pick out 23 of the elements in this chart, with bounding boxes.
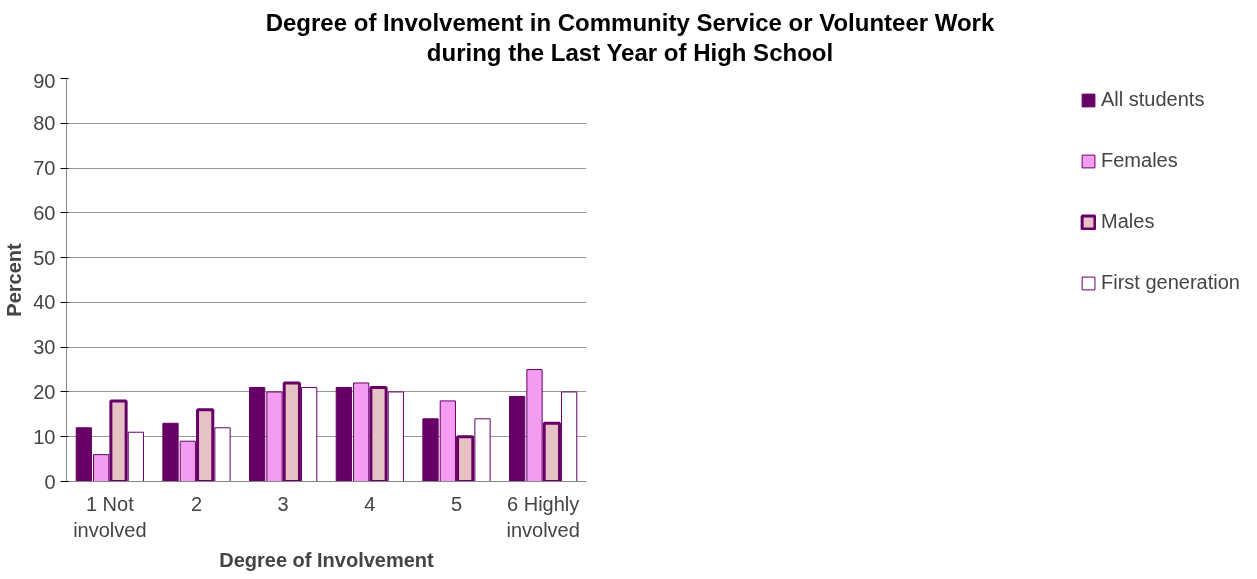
y-tick-label: 40 xyxy=(33,291,56,314)
legend-label: Females xyxy=(1101,149,1178,172)
legend-label: Males xyxy=(1101,210,1155,233)
y-tick-label: 90 xyxy=(33,69,56,92)
y-tick-label: 80 xyxy=(33,112,56,135)
y-tick-label: 30 xyxy=(33,336,56,359)
x-axis-title: Degree of Involvement xyxy=(219,548,435,571)
x-tick-label: 4 xyxy=(364,492,376,515)
y-tick-label: 70 xyxy=(33,157,56,180)
y-tick-label: 50 xyxy=(33,246,56,269)
legend-label: All students xyxy=(1101,88,1205,111)
x-tick-label: 6 Highly involved xyxy=(506,492,580,541)
x-tick-label: 3 xyxy=(277,492,289,515)
chart-title: Degree of Involvement in Community Service or Volunteer Work during the Last Year of High School xyxy=(265,8,995,68)
y-tick-label: 60 xyxy=(33,201,56,224)
x-tick-label: 2 xyxy=(190,492,203,515)
legend-label: First generation xyxy=(1101,271,1240,294)
y-tick-label: 0 xyxy=(44,470,56,493)
y-tick-label: 10 xyxy=(33,425,56,448)
x-tick-label: 1 Not involved xyxy=(73,492,147,541)
x-tick-label: 5 xyxy=(450,492,463,515)
y-axis-title: Percent xyxy=(3,242,26,317)
y-tick-label: 20 xyxy=(33,380,56,403)
